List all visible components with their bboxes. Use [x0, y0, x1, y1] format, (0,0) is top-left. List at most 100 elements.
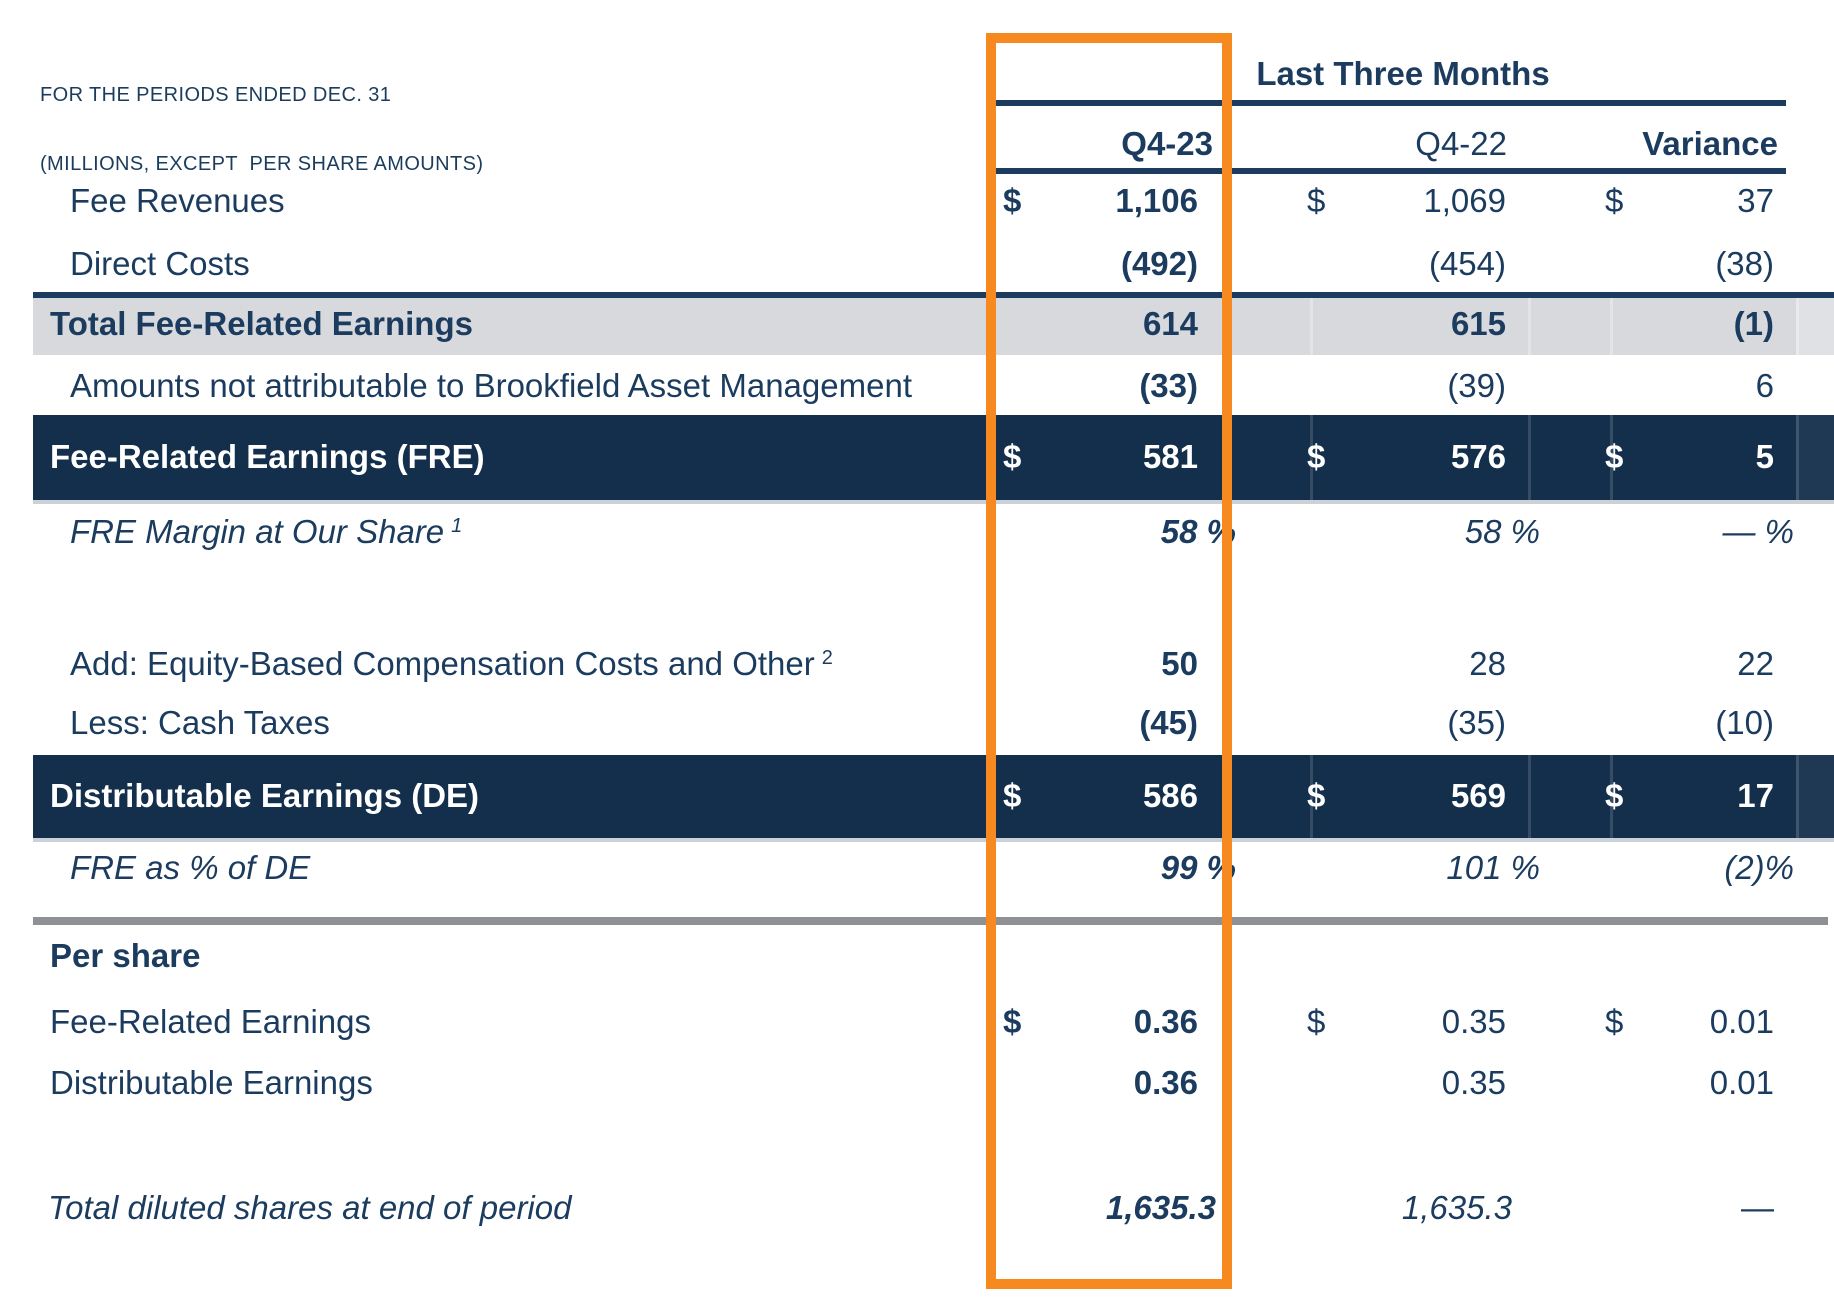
band-tail — [1796, 415, 1834, 500]
group-header-last-three-months: Last Three Months — [1256, 55, 1550, 92]
gray-band — [33, 298, 1834, 355]
dollar-sign-q4-22: $ — [1307, 777, 1326, 814]
band-cell-seam — [1310, 755, 1313, 838]
row-label-text: Fee-Related Earnings (FRE) — [50, 438, 485, 475]
column-header-variance: Variance — [1642, 125, 1778, 162]
row-label-text: Distributable Earnings — [50, 1064, 373, 1101]
cell-value-q4-22: 28 — [1469, 645, 1506, 682]
cell-value-variance: 6 — [1755, 367, 1774, 404]
cell-value-q4-23: 1,635.3 — [1105, 1189, 1216, 1226]
cell-value-q4-22: 0.35 — [1441, 1064, 1506, 1101]
divider-rule-navy — [33, 292, 1834, 298]
cell-value-q4-23: (33) — [1139, 367, 1198, 404]
cell-value-q4-23: 586 — [1142, 777, 1198, 814]
dollar-sign-variance: $ — [1605, 777, 1624, 814]
band-bottom-shadow — [33, 500, 1834, 504]
band-cell-seam — [1528, 298, 1531, 355]
cell-value-variance: 0.01 — [1709, 1064, 1774, 1101]
cell-value-q4-23: 50 — [1161, 645, 1198, 682]
cell-value-variance: (2)% — [1724, 849, 1794, 886]
row-label: Fee Revenues — [70, 179, 285, 223]
row-label-text: Fee Revenues — [70, 182, 285, 219]
band-bottom-shadow — [33, 838, 1834, 842]
cell-value-q4-22: 1,069 — [1423, 182, 1506, 219]
cell-value-variance: (38) — [1715, 245, 1774, 282]
cell-value-q4-22: (454) — [1428, 245, 1506, 282]
cell-value-variance: — — [1741, 1189, 1774, 1226]
row-label: Direct Costs — [70, 242, 250, 286]
divider-rule-gray — [33, 917, 1828, 925]
cell-value-q4-22: 615 — [1450, 305, 1506, 342]
cell-value-variance: 37 — [1737, 182, 1774, 219]
row-label: Distributable Earnings (DE) — [50, 774, 479, 818]
cell-value-q4-23: 614 — [1142, 305, 1198, 342]
band-cell-seam — [1796, 298, 1799, 355]
cell-value-variance: 5 — [1755, 438, 1774, 475]
row-label: Amounts not attributable to Brookfield A… — [70, 364, 912, 408]
row-label-text: Less: Cash Taxes — [70, 704, 330, 741]
row-label-text: Add: Equity-Based Compensation Costs and… — [70, 645, 815, 682]
row-label: Fee-Related Earnings (FRE) — [50, 435, 485, 479]
cell-value-q4-22: 576 — [1450, 438, 1506, 475]
row-label-text: Per share — [50, 937, 201, 974]
cell-value-q4-22: 101 % — [1446, 849, 1540, 886]
cell-value-q4-22: (35) — [1447, 704, 1506, 741]
column-header-underline — [990, 168, 1786, 174]
navy-band — [33, 755, 1834, 838]
period-note-line1: FOR THE PERIODS ENDED DEC. 31 — [40, 84, 392, 106]
cell-value-q4-22: 569 — [1450, 777, 1506, 814]
band-cell-seam — [1610, 298, 1613, 355]
dollar-sign-variance: $ — [1605, 438, 1624, 475]
band-cell-seam — [1610, 415, 1613, 500]
cell-value-q4-23: (45) — [1139, 704, 1198, 741]
cell-value-variance: 22 — [1737, 645, 1774, 682]
band-tail — [1796, 298, 1834, 355]
band-cell-seam — [1796, 755, 1799, 838]
cell-value-q4-23: 1,106 — [1115, 182, 1198, 219]
row-label-text: Total Fee-Related Earnings — [50, 305, 473, 342]
cell-value-q4-22: 1,635.3 — [1401, 1189, 1512, 1226]
cell-value-q4-22: (39) — [1447, 367, 1506, 404]
row-label: Fee-Related Earnings — [50, 1000, 371, 1044]
dollar-sign-q4-22: $ — [1307, 1003, 1326, 1040]
band-cell-seam — [1796, 415, 1799, 500]
cell-value-q4-22: 58 % — [1464, 513, 1540, 550]
cell-value-q4-23: 0.36 — [1133, 1064, 1198, 1101]
row-label-text: FRE as % of DE — [70, 849, 311, 886]
group-header-underline — [990, 100, 1786, 106]
dollar-sign-q4-22: $ — [1307, 438, 1326, 475]
column-header-q4-22: Q4-22 — [1415, 125, 1507, 162]
q4-23-highlight-box — [986, 33, 1232, 1289]
cell-value-variance: 17 — [1737, 777, 1774, 814]
band-cell-seam — [1310, 415, 1313, 500]
row-label: FRE as % of DE — [70, 846, 310, 890]
cell-value-q4-23: 581 — [1142, 438, 1198, 475]
dollar-sign-q4-23: $ — [1003, 1003, 1022, 1040]
cell-value-variance: 0.01 — [1709, 1003, 1774, 1040]
dollar-sign-variance: $ — [1605, 182, 1624, 219]
band-cell-seam — [1528, 755, 1531, 838]
column-header-q4-23: Q4-23 — [1121, 125, 1213, 162]
row-label-text: Total diluted shares at end of period — [48, 1189, 572, 1226]
row-label-text: Direct Costs — [70, 245, 250, 282]
row-label-text: Distributable Earnings (DE) — [50, 777, 480, 814]
row-label-text: Fee-Related Earnings — [50, 1003, 372, 1040]
row-label: FRE Margin at Our Share 1 — [70, 510, 462, 554]
row-label: Per share — [50, 934, 200, 978]
period-note-line2: (MILLIONS, EXCEPT PER SHARE AMOUNTS) — [40, 153, 484, 175]
dollar-sign-q4-22: $ — [1307, 182, 1326, 219]
band-cell-seam — [1528, 415, 1531, 500]
band-tail — [1796, 755, 1834, 838]
dollar-sign-variance: $ — [1605, 1003, 1624, 1040]
row-label: Total Fee-Related Earnings — [50, 302, 473, 346]
row-label: Total diluted shares at end of period — [48, 1186, 571, 1230]
cell-value-q4-22: 0.35 — [1441, 1003, 1506, 1040]
dollar-sign-q4-23: $ — [1003, 438, 1022, 475]
cell-value-q4-23: 0.36 — [1133, 1003, 1198, 1040]
cell-value-q4-23: (492) — [1120, 245, 1198, 282]
row-label: Less: Cash Taxes — [70, 701, 330, 745]
band-cell-seam — [1610, 755, 1613, 838]
cell-value-variance: (1) — [1733, 305, 1774, 342]
dollar-sign-q4-23: $ — [1003, 182, 1022, 219]
cell-value-variance: — % — [1722, 513, 1794, 550]
